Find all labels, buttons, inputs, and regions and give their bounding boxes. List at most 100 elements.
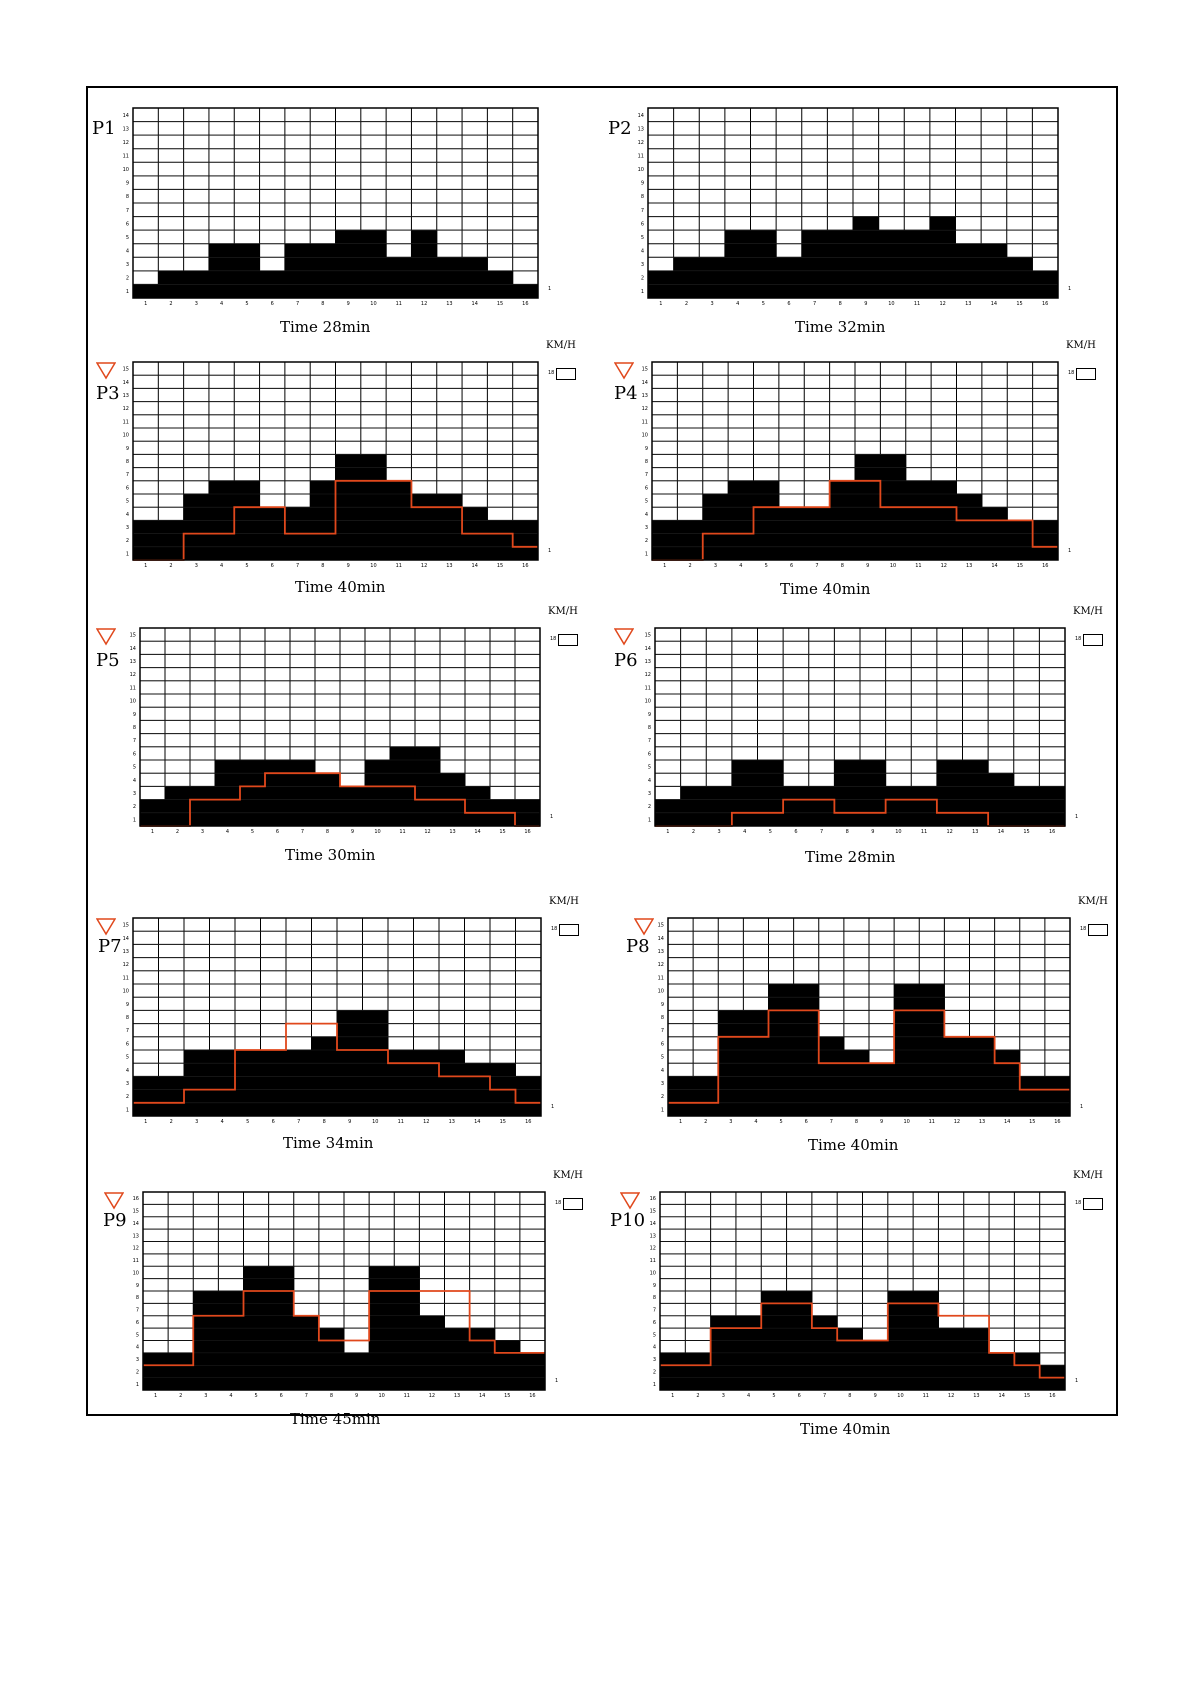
y-tick-label: 4 [136,1345,139,1351]
x-tick-label: 16 [1054,1119,1060,1125]
y-tick-label: 2 [641,276,644,282]
chart-p9: 1 2 3 4 5 6 7 8 9 10 11 12 13 14 15 1612345678910111213… [133,1191,546,1399]
x-tick-label: 1 [671,1393,674,1399]
y-tick-label: 11 [638,154,644,160]
y-tick-label: 15 [645,633,651,639]
chart-border [654,627,1066,827]
y-tick-label: 10 [645,699,651,705]
x-tick-label: 7 [305,1393,308,1399]
x-tick-label: 3 [729,1119,732,1125]
bar-segment [365,760,391,826]
bar-segment [680,786,707,826]
x-tick-label: 10 [370,301,376,307]
y-tick-label: 13 [123,126,129,132]
chart-border [667,917,1071,1117]
x-tick-label: 9 [347,563,350,569]
x-tick-label: 2 [179,1393,182,1399]
x-tick-label: 11 [915,563,921,569]
y-tick-label: 2 [133,804,136,810]
x-tick-label: 10 [374,829,380,835]
x-tick-label: 5 [769,829,772,835]
x-tick-label: 13 [449,829,455,835]
x-tick-label: 6 [276,829,279,835]
x-tick-label: 1 [151,829,154,835]
triangle-icon [620,1192,640,1210]
x-tick-label: 7 [301,829,304,835]
kmh-label: KM/H [546,340,576,351]
bar-segment [878,230,905,298]
y-tick-label: 5 [126,1055,129,1061]
bar-segment [143,1352,169,1390]
chart-p10: 1 2 3 4 5 6 7 8 9 10 11 12 13 14 15 1612345678910111213… [650,1191,1066,1399]
bar-segment [512,284,539,298]
x-tick-label: 7 [296,563,299,569]
y-tick-label: 12 [123,140,129,146]
y-tick-label: 4 [661,1068,664,1074]
y-tick-label: 13 [638,126,644,132]
bar-segment [335,230,362,298]
x-tick-label: 15 [1016,301,1022,307]
y-tick-label: 11 [658,975,664,981]
x-tick-label: 4 [220,563,223,569]
y-tick-label: 14 [123,380,129,386]
y-tick-label: 12 [650,1246,656,1252]
y-tick-label: 2 [645,538,648,544]
y-tick-label: 12 [130,672,136,678]
bar-segment [757,760,784,826]
y-tick-label: 15 [642,367,648,373]
x-tick-label: 14 [991,563,997,569]
speed-box [1083,634,1103,646]
bar-segment [837,1328,863,1390]
x-tick-label: 11 [929,1119,935,1125]
y-tick-label: 1 [653,1382,656,1388]
y-tick-label: 1 [126,551,129,557]
y-tick-label: 3 [133,791,136,797]
time-caption: Time 45min [290,1410,381,1428]
y-tick-label: 6 [653,1320,656,1326]
x-tick-label: 6 [805,1119,808,1125]
y-tick-label: 4 [645,512,648,518]
x-tick-label: 3 [195,1119,198,1125]
time-caption: Time 30min [285,846,376,864]
triangle-icon [634,918,654,936]
y-tick-label: 2 [126,276,129,282]
bar-segment [706,786,733,826]
x-tick-label: 2 [696,1393,699,1399]
y-tick-label: 5 [133,765,136,771]
chart-p8: 1 2 3 4 5 6 7 8 9 10 11 12 13 14 15 1612345678910111213… [658,917,1071,1125]
bar-segment [515,1076,542,1116]
x-tick-label: 15 [499,829,505,835]
speed-box [556,368,576,380]
x-tick-label: 2 [688,563,691,569]
bar-segment [411,494,438,560]
x-tick-label: 6 [794,829,797,835]
triangle-icon [96,628,116,646]
x-tick-label: 2 [685,301,688,307]
y-tick-label: 5 [645,499,648,505]
bar-segment [660,1352,686,1390]
x-tick-label: 1 [154,1393,157,1399]
y-tick-label: 5 [641,235,644,241]
triangle-icon [96,918,116,936]
x-tick-label: 1 [144,563,147,569]
bar-segment [190,786,216,826]
y-tick-label: 10 [123,167,129,173]
x-tick-label: 6 [798,1393,801,1399]
chart-border [139,627,541,827]
time-caption: Time 34min [283,1134,374,1152]
speed-box [1076,368,1096,380]
x-tick-label: 10 [890,563,896,569]
x-tick-label: 16 [524,829,530,835]
bar-segment [386,257,412,298]
y-tick-label: 9 [641,181,644,187]
y-tick-label: 8 [645,459,648,465]
bar-segment [318,1328,345,1390]
speed-box [563,1198,583,1210]
bar-segment [724,230,751,298]
bar-segment [668,1076,694,1116]
x-tick-label: 4 [739,563,742,569]
bar-segment [209,1050,236,1116]
bar-segment [360,230,387,298]
y-tick-label: 12 [638,140,644,146]
y-tick-label: 9 [648,712,651,718]
